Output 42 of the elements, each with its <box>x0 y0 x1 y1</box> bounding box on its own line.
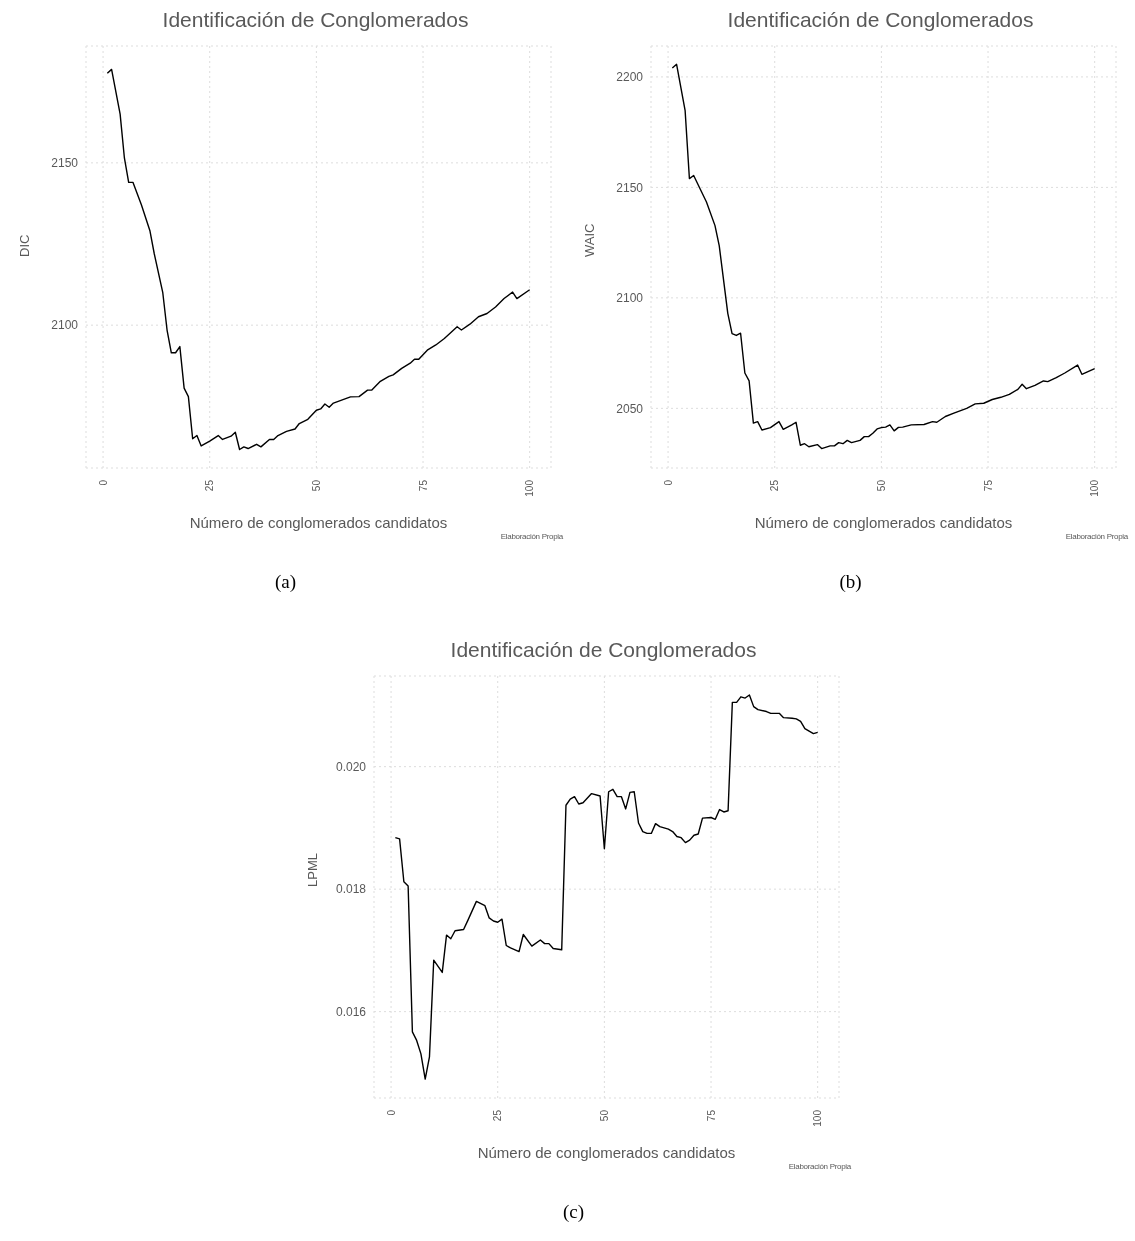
y-tick-label: 0.018 <box>335 882 367 897</box>
text: (b) <box>838 571 863 593</box>
x-tick-label: 25 <box>769 479 781 492</box>
x-tick-label: 75 <box>417 479 429 492</box>
x-axis-title: Número de conglomerados candidatos <box>189 514 448 531</box>
x-tick-label: 0 <box>385 1109 397 1116</box>
y-axis-title: DIC <box>16 234 32 257</box>
x-tick-label: 25 <box>204 479 216 492</box>
x-axis-title: Número de conglomerados candidatos <box>754 514 1013 531</box>
y-tick-label: 0.020 <box>335 759 367 774</box>
text: Elaboración Propia <box>499 532 563 541</box>
x-tick-label: 75 <box>982 479 994 492</box>
x-tick-label: 50 <box>598 1109 610 1122</box>
text: (a) <box>273 571 298 593</box>
y-axis-title: WAIC <box>581 223 597 257</box>
text: (c) <box>561 1201 586 1223</box>
chart-title: Identificación de Conglomerados <box>449 638 758 663</box>
x-tick-label: 0 <box>662 479 674 486</box>
x-axis-title: Número de conglomerados candidatos <box>477 1144 736 1161</box>
chart-title: Identificación de Conglomerados <box>161 8 470 33</box>
line-series <box>106 68 531 451</box>
x-tick-label: 100 <box>524 479 536 497</box>
y-axis-title: LPML <box>304 853 320 887</box>
x-tick-label: 50 <box>310 479 322 492</box>
x-tick-label: 100 <box>812 1109 824 1127</box>
y-tick-label: 2150 <box>51 156 79 171</box>
x-tick-label: 50 <box>875 479 887 492</box>
text: Elaboración Propia <box>787 1162 851 1171</box>
line-series <box>394 694 819 1080</box>
x-tick-label: 100 <box>1089 479 1101 497</box>
text: Elaboración Propia <box>1064 532 1128 541</box>
y-tick-label: 2200 <box>616 70 644 85</box>
x-tick-label: 25 <box>492 1109 504 1122</box>
y-tick-label: 2050 <box>616 401 644 416</box>
x-tick-label: 0 <box>97 479 109 486</box>
line-series <box>671 63 1096 450</box>
chart-title: Identificación de Conglomerados <box>726 8 1035 33</box>
x-tick-label: 75 <box>705 1109 717 1122</box>
y-tick-label: 2150 <box>616 180 644 195</box>
y-tick-label: 2100 <box>616 291 644 306</box>
y-tick-label: 2100 <box>51 318 79 333</box>
y-tick-label: 0.016 <box>335 1004 367 1019</box>
